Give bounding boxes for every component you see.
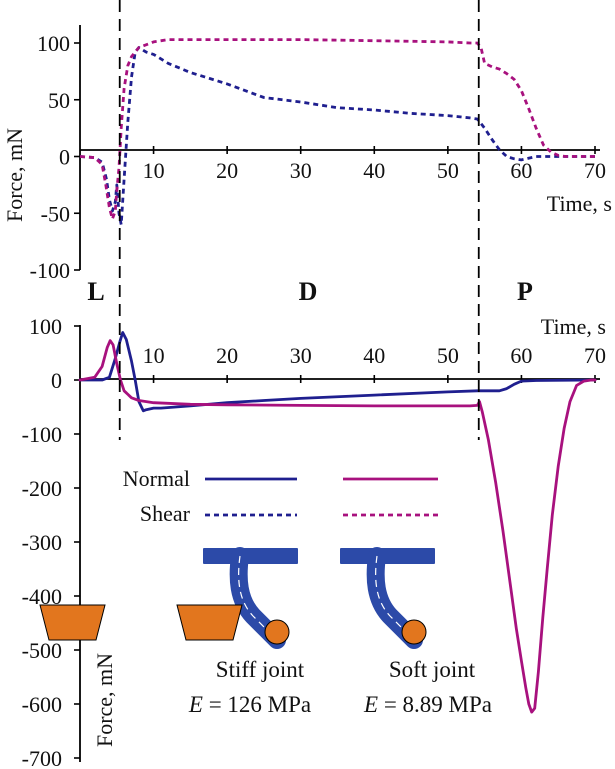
soft-joint-base — [176, 604, 243, 641]
normal-series-stiff — [78, 331, 597, 413]
shear-x-tick-label: 70 — [584, 158, 606, 183]
phase-label-l: L — [87, 277, 104, 306]
phase-label-p: P — [517, 277, 533, 306]
shear-series — [79, 38, 595, 226]
stiff-joint-top-plate — [203, 548, 298, 564]
soft-joint-top-plate — [340, 548, 435, 564]
shear-y-tick-label: -50 — [41, 201, 70, 226]
shear-series-soft — [79, 38, 595, 221]
shear-x-tick-label: 60 — [510, 158, 532, 183]
soft-joint-modulus-symbol: E — [363, 692, 378, 717]
normal-y-axis-label: Force, mN — [92, 653, 117, 747]
normal-x-tick-label: 40 — [363, 343, 385, 368]
shear-y-tick-label: 100 — [37, 31, 70, 56]
stiff-joint-centerline — [238, 555, 278, 641]
normal-x-tick-label: 60 — [510, 343, 532, 368]
normal-y-tick-label: -600 — [22, 692, 62, 717]
shear-x-tick-label: 40 — [363, 158, 385, 183]
normal-y-tick-label: 100 — [29, 314, 62, 339]
shear-y-tick-label: 0 — [59, 145, 70, 170]
normal-x-tick-label: 30 — [290, 343, 312, 368]
phase-dividers — [118, 0, 480, 440]
soft-joint-name: Soft joint — [389, 657, 476, 682]
soft-joint-illustration — [176, 547, 435, 649]
normal-x-ticks: 10 20 30 40 50 60 70 — [143, 343, 606, 383]
soft-joint-centerline — [375, 555, 415, 641]
shear-x-axis-label: Time, s — [547, 191, 612, 216]
phase-label-d: D — [299, 277, 318, 306]
normal-y-tick-label: 0 — [51, 368, 62, 393]
stiff-joint-modulus-value: = 126 MPa — [203, 692, 311, 717]
normal-x-axis-label: Time, s — [541, 314, 606, 339]
normal-series — [78, 331, 597, 714]
legend: Normal Shear — [123, 466, 438, 526]
shear-x-tick-label: 50 — [437, 158, 459, 183]
normal-x-tick-label: 20 — [216, 343, 238, 368]
shear-x-tick-label: 30 — [290, 158, 312, 183]
stiff-joint-name: Stiff joint — [216, 657, 305, 682]
shear-y-ticks: 100 50 0 -50 -100 — [30, 31, 80, 283]
soft-joint-modulus: E = 8.89 MPa — [363, 692, 492, 717]
shear-y-tick-label: 50 — [48, 88, 70, 113]
stiff-joint-modulus-symbol: E — [188, 692, 203, 717]
soft-joint-modulus-value: = 8.89 MPa — [378, 692, 492, 717]
normal-y-tick-label: -500 — [22, 638, 62, 663]
legend-normal-label: Normal — [123, 466, 190, 491]
normal-y-tick-label: -200 — [22, 476, 62, 501]
stiff-joint-base — [39, 604, 106, 641]
normal-y-tick-label: -100 — [22, 422, 62, 447]
normal-y-tick-label: -300 — [22, 530, 62, 555]
normal-x-tick-label: 50 — [437, 343, 459, 368]
stiff-joint-pivot — [264, 619, 290, 645]
normal-x-tick-label: 70 — [584, 343, 606, 368]
normal-x-tick-label: 10 — [143, 343, 165, 368]
shear-x-ticks: 10 20 30 40 50 60 70 — [143, 146, 606, 183]
shear-x-tick-label: 10 — [143, 158, 165, 183]
shear-x-tick-label: 20 — [216, 158, 238, 183]
soft-joint-pivot — [401, 619, 427, 645]
shear-series-stiff — [79, 46, 595, 226]
normal-y-tick-label: -700 — [22, 746, 62, 769]
stiff-joint-illustration — [39, 547, 298, 649]
shear-panel: 100 50 0 -50 -100 10 20 30 40 50 60 70 Time, s For… — [2, 25, 612, 283]
stiff-joint-modulus: E = 126 MPa — [188, 692, 311, 717]
shear-y-tick-label: -100 — [30, 258, 70, 283]
legend-shear-label: Shear — [140, 501, 191, 526]
shear-y-axis-label: Force, mN — [2, 128, 27, 222]
normal-series-soft — [78, 339, 597, 714]
